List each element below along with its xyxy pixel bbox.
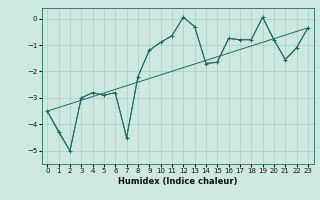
X-axis label: Humidex (Indice chaleur): Humidex (Indice chaleur) xyxy=(118,177,237,186)
